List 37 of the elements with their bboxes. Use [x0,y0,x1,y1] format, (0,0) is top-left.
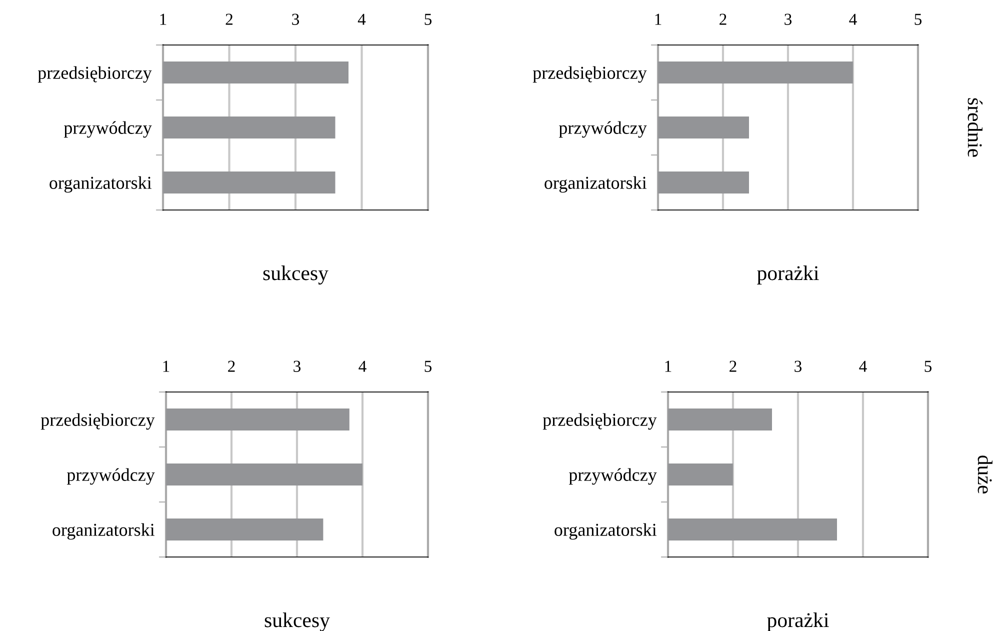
x-tick-label: 4 [859,360,867,372]
text: duże [978,456,992,494]
y-tick-label: przywódczy [568,468,657,485]
x-tick-label: 4 [849,14,857,25]
y-tick-label: organizatorski [544,176,647,193]
x-tick-label: 5 [924,360,932,372]
x-tick-label: 2 [730,360,736,372]
y-tick-label: przywódczy [66,468,155,485]
x-tick-label: 2 [226,14,232,25]
y-tick-label: przedsiębiorczy [542,413,657,430]
x-tick-label: 2 [228,360,235,372]
x-tick-label: 1 [665,360,672,372]
y-tick-label: organizatorski [52,523,155,540]
y-tick-label: przywódczy [558,121,647,138]
x-tick-label: 3 [784,14,792,25]
x-tick-label: 1 [160,14,166,25]
x-tick-label: 5 [424,14,432,25]
x-axis-title: porażki [767,612,829,631]
y-tick-label: przedsiębiorczy [40,413,155,430]
x-tick-label: 3 [292,14,300,25]
x-tick-label: 2 [720,14,726,25]
x-tick-label: 3 [794,360,802,372]
y-tick-label: organizatorski [554,523,657,540]
x-tick-label: 5 [424,360,432,372]
x-axis-title: sukcesy [263,266,328,285]
text: średnie [968,98,982,157]
x-tick-label: 3 [294,360,301,372]
x-tick-label: 4 [358,14,366,25]
x-tick-label: 1 [163,360,170,372]
x-tick-label: 1 [655,14,662,25]
y-tick-label: organizatorski [50,176,152,193]
x-axis-title: porażki [757,266,819,284]
y-tick-label: przedsiębiorczy [38,66,152,83]
y-tick-label: przywódczy [64,121,152,138]
x-tick-label: 4 [358,360,366,372]
y-tick-label: przedsiębiorczy [532,66,647,83]
x-tick-label: 5 [914,14,922,25]
